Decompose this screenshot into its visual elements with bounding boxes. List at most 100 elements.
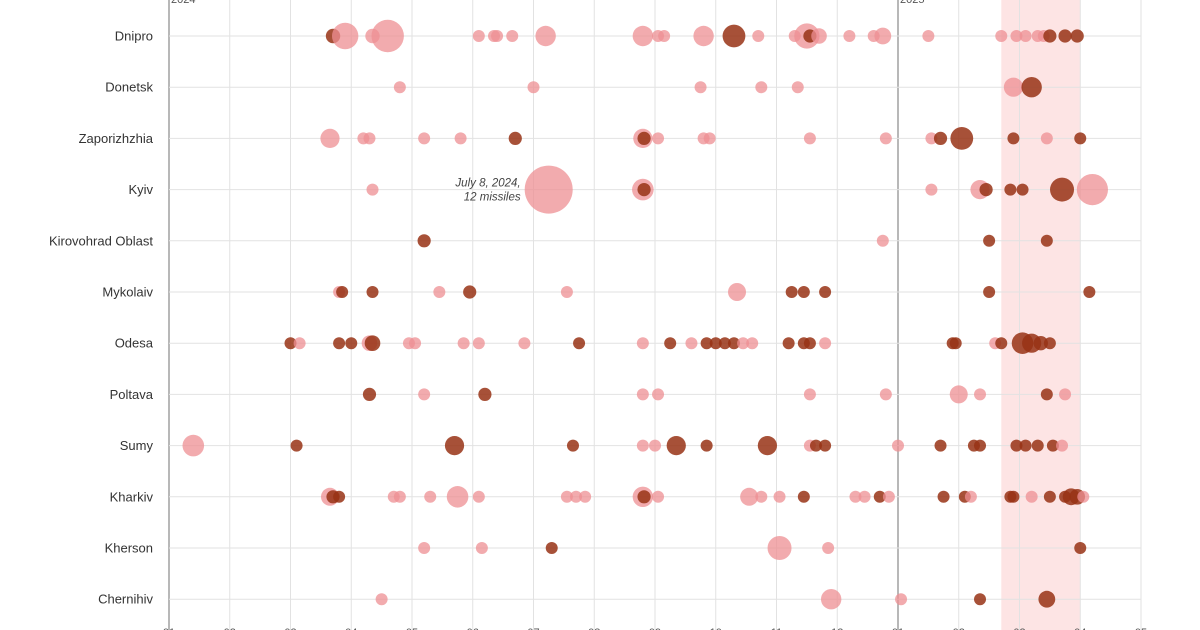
year-label: 2024 <box>171 0 195 6</box>
strike-point-light <box>331 22 359 50</box>
strike-point-dark <box>478 387 492 401</box>
region-label-kherson: Kherson <box>105 541 153 556</box>
strike-point-dark <box>727 337 740 350</box>
x-tick-label: 03 <box>284 627 296 630</box>
strike-point-dark <box>1043 29 1057 43</box>
strike-point-light <box>320 128 340 148</box>
strike-point-light <box>1077 490 1090 503</box>
strike-point-light <box>652 132 665 145</box>
grid-layer <box>168 0 1142 630</box>
strike-point-light <box>472 490 485 503</box>
region-label-kharkiv: Kharkiv <box>110 489 154 504</box>
x-tick-label: 03 <box>1013 627 1025 630</box>
strike-point-light <box>658 30 671 42</box>
strike-point-light <box>703 132 716 145</box>
strike-point-dark <box>1021 77 1042 98</box>
strike-point-dark <box>1050 177 1075 202</box>
strike-point-dark <box>1040 388 1053 401</box>
strike-point-dark <box>666 436 686 456</box>
strike-point-dark <box>1004 183 1017 196</box>
x-tick-label: 07 <box>527 627 539 630</box>
strike-point-light <box>811 28 827 44</box>
strike-point-light <box>636 439 649 452</box>
strike-point-light <box>491 30 504 42</box>
strike-point-light <box>418 388 431 401</box>
strike-point-light <box>755 81 768 94</box>
strike-point-light <box>375 593 388 606</box>
x-tick-label: 04 <box>1074 627 1086 630</box>
strike-point-light <box>1059 388 1072 401</box>
strike-points <box>182 19 1108 610</box>
strike-point-light <box>925 183 938 196</box>
strike-point-dark <box>463 285 477 299</box>
strike-point-light <box>182 434 205 457</box>
region-label-mykolaiv: Mykolaiv <box>102 285 153 300</box>
strike-point-dark <box>1043 490 1056 503</box>
strike-point-dark <box>809 439 822 452</box>
x-tick-label: 04 <box>345 627 357 630</box>
strike-point-dark <box>1010 439 1023 452</box>
strike-point-dark <box>1043 337 1056 350</box>
strike-point-dark <box>1033 336 1048 351</box>
strike-point-dark <box>785 286 798 298</box>
strike-point-dark <box>1083 286 1096 298</box>
x-tick-labels: 01 02 03 04 05 06 07 08 09 10 11 12 01 02 03 04 05 2024 20… <box>163 0 1147 630</box>
strike-point-dark <box>637 183 651 197</box>
strike-point-dark <box>573 337 586 350</box>
region-label-kyiv: Kyiv <box>128 182 153 197</box>
region-label-poltava: Poltava <box>110 387 154 402</box>
strike-point-dark <box>1038 590 1056 608</box>
strike-point-light <box>728 283 747 301</box>
strike-point-light <box>737 337 750 350</box>
strike-point-dark <box>362 387 377 401</box>
strike-point-light <box>418 132 431 145</box>
strike-point-light <box>874 27 892 45</box>
region-label-dnipro: Dnipro <box>115 29 153 44</box>
strike-point-light <box>740 487 759 506</box>
x-tick-label: 06 <box>467 627 479 630</box>
strike-point-light <box>974 388 987 401</box>
region-label-donetsk: Donetsk <box>105 80 153 95</box>
strike-point-dark <box>417 234 431 248</box>
strike-point-light <box>803 388 816 401</box>
strike-point-light <box>693 25 714 47</box>
strike-point-dark <box>637 490 651 504</box>
strike-point-dark <box>974 439 987 452</box>
strike-point-light <box>636 337 649 350</box>
strike-point-light <box>879 388 892 401</box>
strike-point-dark <box>566 439 579 452</box>
strike-point-light <box>694 81 707 94</box>
strike-point-light <box>472 30 485 42</box>
highlight-band-layer <box>1001 0 1081 630</box>
strike-point-light <box>371 19 404 53</box>
strike-point-dark <box>444 436 465 456</box>
strike-point-light <box>752 30 765 42</box>
strike-point-dark <box>1007 132 1020 145</box>
strike-point-dark <box>979 183 993 197</box>
strike-point-light <box>746 337 759 350</box>
strike-point-light <box>560 490 573 503</box>
strike-point-dark <box>819 286 832 298</box>
region-label-odesa: Odesa <box>115 336 154 351</box>
strike-point-light <box>1040 132 1053 145</box>
strike-point-light <box>636 388 649 401</box>
strike-point-light <box>755 490 768 503</box>
strike-point-light <box>454 132 467 145</box>
strike-point-dark <box>983 286 996 298</box>
strike-point-light <box>393 81 406 94</box>
strike-point-dark <box>803 337 816 350</box>
annotation-layer: July 8, 2024, 12 missiles <box>454 178 520 204</box>
x-tick-label: 10 <box>710 627 722 630</box>
strike-point-light <box>527 81 540 94</box>
x-tick-label: 08 <box>588 627 600 630</box>
strike-point-light <box>843 30 856 42</box>
strike-point-dark <box>937 490 950 503</box>
strike-point-light <box>1076 174 1108 206</box>
highlight-band <box>1001 0 1081 630</box>
strike-point-dark <box>819 439 832 452</box>
strike-point-light <box>524 165 573 214</box>
strike-point-light <box>822 542 835 554</box>
x-tick-label: 01 <box>892 627 904 630</box>
region-labels: Dnipro Donetsk Zaporizhzhia Kyiv Kirovohrad … <box>49 29 154 607</box>
